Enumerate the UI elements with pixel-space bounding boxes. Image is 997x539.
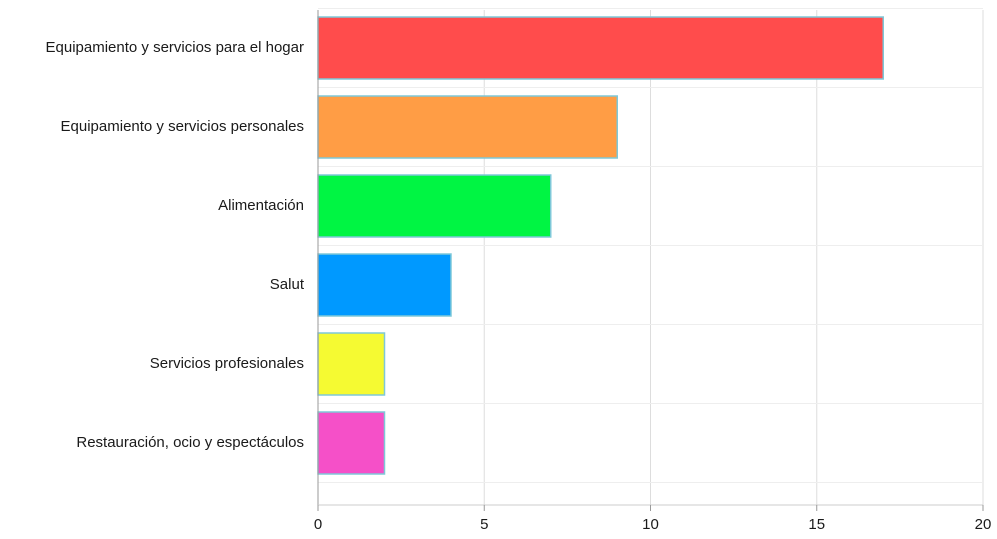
category-label: Salut [270,276,305,293]
x-tick-label: 5 [480,516,488,533]
category-label: Alimentación [218,197,304,214]
x-tick-label: 20 [975,516,992,533]
labels-layer: Equipamiento y servicios para el hogar Eq… [46,39,992,533]
x-tick-label: 0 [314,516,322,533]
bar [317,332,386,396]
bar [317,95,618,159]
category-label: Servicios profesionales [150,355,304,372]
bar [317,16,884,80]
category-label: Restauración, ocio y espectáculos [76,434,304,451]
category-label: Equipamiento y servicios para el hogar [46,39,304,56]
bar [317,253,452,317]
axis-layer [317,10,984,511]
bar [317,174,552,238]
grid-layer [317,8,984,505]
bars-layer [317,16,884,475]
x-tick-label: 15 [808,516,825,533]
bar [317,411,386,475]
category-label: Equipamiento y servicios personales [61,118,304,135]
x-tick-label: 10 [642,516,659,533]
